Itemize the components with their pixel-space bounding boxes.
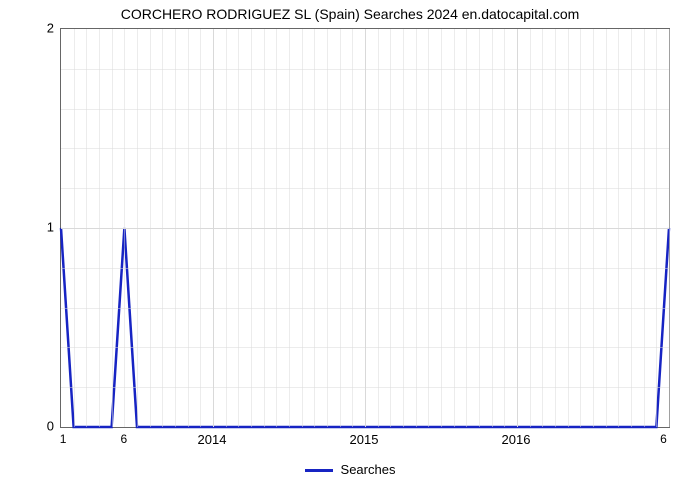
x-tick: 2015 xyxy=(350,432,379,447)
chart-title: CORCHERO RODRIGUEZ SL (Spain) Searches 2… xyxy=(0,6,700,22)
y-tick: 1 xyxy=(47,220,54,235)
legend-label: Searches xyxy=(341,462,396,477)
plot-area xyxy=(60,28,670,428)
legend: Searches xyxy=(0,462,700,477)
legend-swatch xyxy=(305,469,333,472)
x-subtick: 6 xyxy=(660,432,667,446)
y-tick: 0 xyxy=(47,419,54,434)
y-tick: 2 xyxy=(47,21,54,36)
x-tick: 2016 xyxy=(502,432,531,447)
x-tick: 2014 xyxy=(198,432,227,447)
x-subtick: 6 xyxy=(120,432,127,446)
x-subtick: 1 xyxy=(60,432,67,446)
